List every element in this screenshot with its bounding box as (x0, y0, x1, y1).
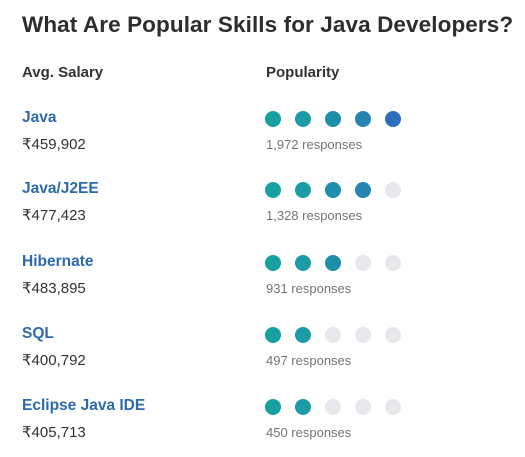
popularity-dot (265, 111, 281, 127)
popularity-dot (385, 255, 401, 271)
response-count: 497 responses (266, 353, 352, 368)
skill-link[interactable]: Java (22, 109, 57, 126)
skill-link[interactable]: Hibernate (22, 253, 94, 270)
popularity-dot (355, 111, 371, 127)
popularity-dot (295, 111, 311, 127)
salary-column-header: Avg. Salary (22, 64, 104, 81)
popularity-dot (355, 182, 371, 198)
popularity-dot (265, 399, 281, 415)
popularity-dot (325, 182, 341, 198)
response-count: 1,328 responses (266, 208, 363, 223)
popularity-dot (355, 399, 371, 415)
popularity-dots (265, 327, 401, 343)
popularity-dot (355, 327, 371, 343)
popularity-dot (325, 111, 341, 127)
popularity-dot (265, 255, 281, 271)
skill-salary: ₹477,423 (22, 207, 86, 224)
popularity-dot (325, 255, 341, 271)
response-count: 931 responses (266, 281, 352, 296)
popularity-dot (295, 255, 311, 271)
popularity-dots (265, 399, 401, 415)
skill-salary: ₹405,713 (22, 424, 86, 441)
skill-salary: ₹400,792 (22, 352, 86, 369)
skill-link[interactable]: Eclipse Java IDE (22, 397, 146, 414)
skill-row-java-j2ee: Java/J2EE ₹477,423 1,328 responses (0, 180, 525, 240)
response-count: 450 responses (266, 425, 352, 440)
popularity-dots (265, 111, 401, 127)
popularity-dot (385, 399, 401, 415)
skill-row-hibernate: Hibernate ₹483,895 931 responses (0, 253, 525, 313)
skill-row-eclipse-java-ide: Eclipse Java IDE ₹405,713 450 responses (0, 397, 525, 457)
response-count: 1,972 responses (266, 137, 363, 152)
skill-salary: ₹459,902 (22, 136, 86, 153)
skill-row-sql: SQL ₹400,792 497 responses (0, 325, 525, 385)
popularity-dot (295, 399, 311, 415)
skill-row-java: Java ₹459,902 1,972 responses (0, 109, 525, 169)
popularity-dot (325, 399, 341, 415)
skill-link[interactable]: Java/J2EE (22, 180, 99, 197)
popularity-dots (265, 182, 401, 198)
popularity-dot (325, 327, 341, 343)
popularity-dot (385, 327, 401, 343)
page-title: What Are Popular Skills for Java Develop… (22, 12, 514, 37)
popularity-dot (385, 111, 401, 127)
popularity-dot (295, 327, 311, 343)
skill-salary: ₹483,895 (22, 280, 86, 297)
popularity-dot (385, 182, 401, 198)
skill-link[interactable]: SQL (22, 325, 54, 342)
popularity-dot (295, 182, 311, 198)
popularity-column-header: Popularity (266, 64, 340, 81)
popularity-dot (265, 327, 281, 343)
popularity-dot (355, 255, 371, 271)
popularity-dot (265, 182, 281, 198)
popularity-dots (265, 255, 401, 271)
